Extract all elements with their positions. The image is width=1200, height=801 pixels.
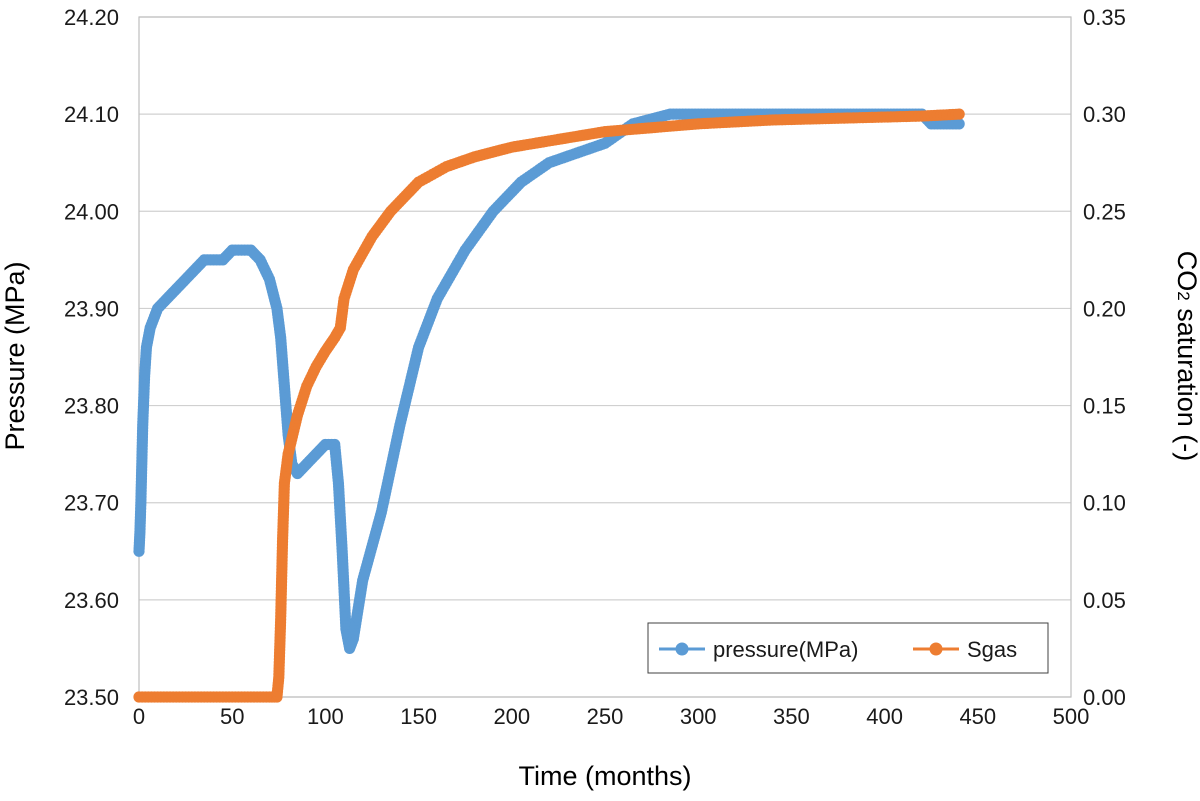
legend-box [647, 622, 1049, 674]
plot-area-border [138, 16, 1072, 698]
y-left-tick-labels: 23.50 23.60 23.70 23.80 23.90 24.00 24.10 24.20 [64, 5, 119, 710]
x-tick-label-9: 450 [959, 704, 996, 729]
y-right-tick-labels: 0.00 0.05 0.10 0.15 0.20 0.25 0.30 0.35 [1083, 5, 1126, 710]
x-axis-title: Time (months) [518, 761, 691, 791]
x-tick-labels: 0 50 100 150 200 250 300 350 400 450 500 [133, 704, 1089, 729]
y-left-tick-label-1: 23.60 [64, 588, 119, 613]
series-sgas [133, 108, 965, 703]
x-tick-label-1: 50 [220, 704, 244, 729]
x-tick-label-10: 500 [1053, 704, 1090, 729]
x-tick-label-0: 0 [133, 704, 145, 729]
x-tick-label-3: 150 [400, 704, 437, 729]
y-right-tick-label-1: 0.05 [1083, 588, 1126, 613]
y-right-tick-label-5: 0.25 [1083, 199, 1126, 224]
y-left-tick-label-5: 24.00 [64, 199, 119, 224]
legend-sgas-marker [929, 642, 943, 656]
legend-pressure-marker [675, 642, 689, 656]
legend-entry-sgas: Sgas [913, 637, 1017, 662]
y-right-tick-label-0: 0.00 [1083, 685, 1126, 710]
legend-pressure-label: pressure(MPa) [713, 637, 858, 662]
sgas-point-403 [953, 108, 965, 120]
series-pressure [133, 108, 965, 655]
y-right-tick-label-3: 0.15 [1083, 394, 1126, 419]
y-right-tick-label-4: 0.20 [1083, 296, 1126, 321]
gridlines [139, 16, 1071, 698]
y-right-tick-label-2: 0.10 [1083, 491, 1126, 516]
y-right-tick-label-6: 0.30 [1083, 102, 1126, 127]
legend-sgas-label: Sgas [967, 637, 1017, 662]
pressure-point-600 [953, 118, 965, 130]
y-left-tick-label-2: 23.70 [64, 491, 119, 516]
y-right-title-main: CO [1172, 251, 1200, 292]
x-tick-label-2: 100 [307, 704, 344, 729]
legend-entry-pressure: pressure(MPa) [659, 637, 858, 662]
y-left-tick-label-7: 24.20 [64, 5, 119, 30]
legend: pressure(MPa) Sgas [647, 622, 1049, 674]
y-right-title-subscript: 2 [1174, 291, 1193, 300]
x-tick-label-4: 200 [493, 704, 530, 729]
x-tick-label-7: 350 [773, 704, 810, 729]
y-left-axis-title: Pressure (MPa) [0, 261, 30, 450]
y-right-tick-label-7: 0.35 [1083, 5, 1126, 30]
y-right-title-rest: saturation (-) [1172, 301, 1200, 462]
x-tick-label-8: 400 [866, 704, 903, 729]
x-tick-label-5: 250 [587, 704, 624, 729]
y-right-axis-title: CO2 saturation (-) [1172, 251, 1200, 462]
x-tick-label-6: 300 [680, 704, 717, 729]
y-left-tick-label-0: 23.50 [64, 685, 119, 710]
y-left-tick-label-6: 24.10 [64, 102, 119, 127]
y-left-tick-label-4: 23.90 [64, 296, 119, 321]
y-left-tick-label-3: 23.80 [64, 394, 119, 419]
